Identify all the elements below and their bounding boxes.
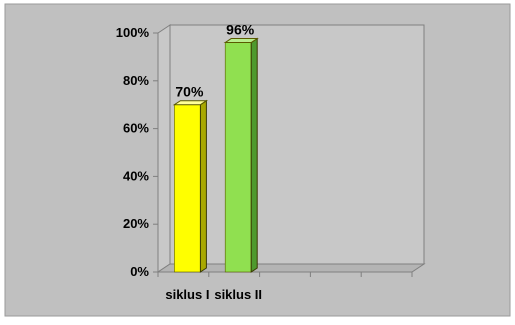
bar-front-1	[174, 104, 201, 273]
y-tick-label: 0%	[130, 264, 149, 279]
category-label-1: siklus I	[165, 287, 209, 302]
category-label-2: siklus II	[214, 287, 262, 302]
bar-top-1	[172, 100, 209, 106]
bar-top-2	[223, 38, 259, 44]
y-tick-label: 60%	[123, 121, 149, 136]
chart-floor	[156, 263, 426, 273]
y-tick-label: 80%	[123, 73, 149, 88]
bar-front-2	[224, 42, 252, 273]
y-tick-label: 20%	[123, 216, 149, 231]
y-tick-label: 40%	[123, 168, 149, 183]
back-wall	[169, 24, 425, 265]
y-tick-label: 100%	[116, 25, 150, 40]
data-label-2: 96%	[226, 22, 255, 38]
side-wall	[157, 24, 171, 273]
bar-side-2	[250, 37, 258, 273]
bar-side-1	[199, 99, 207, 273]
data-label-1: 70%	[175, 84, 204, 100]
